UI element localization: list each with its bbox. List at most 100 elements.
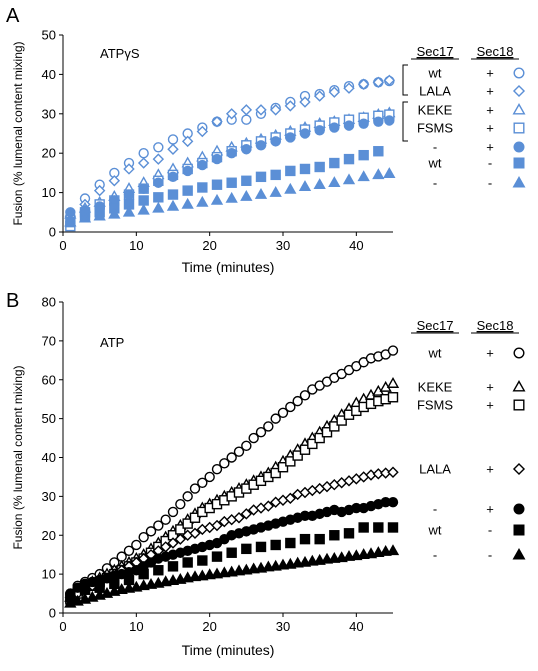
legend-bracket bbox=[402, 64, 408, 96]
data-point bbox=[93, 209, 106, 221]
data-point bbox=[108, 175, 121, 187]
y-tick-label: 50 bbox=[42, 411, 56, 426]
panel-label: A bbox=[6, 5, 20, 27]
x-tick-label: 20 bbox=[202, 238, 216, 253]
data-point bbox=[342, 173, 356, 185]
data-point bbox=[175, 498, 186, 510]
data-point bbox=[299, 128, 311, 139]
data-point bbox=[314, 432, 325, 444]
legend-sec17-value: - bbox=[433, 176, 437, 191]
y-tick-label: 0 bbox=[49, 225, 56, 240]
data-point bbox=[211, 463, 223, 475]
data-point bbox=[270, 539, 281, 551]
data-point bbox=[152, 201, 165, 213]
data-point bbox=[285, 456, 296, 467]
data-point bbox=[343, 528, 355, 539]
data-point bbox=[328, 176, 341, 188]
legend-sec18-value: + bbox=[486, 346, 494, 361]
data-point bbox=[153, 565, 164, 576]
data-point bbox=[241, 114, 252, 125]
data-point bbox=[122, 205, 136, 217]
data-point bbox=[248, 432, 259, 444]
legend-sec18-value: - bbox=[488, 523, 492, 538]
y-tick-label: 40 bbox=[42, 450, 56, 465]
data-point bbox=[189, 512, 201, 523]
legend-sec18-value: + bbox=[486, 121, 494, 136]
data-point bbox=[357, 170, 370, 182]
data-point bbox=[204, 471, 215, 483]
data-point bbox=[138, 531, 149, 543]
data-point bbox=[343, 153, 355, 165]
legend-sec17-value: LALA bbox=[419, 462, 451, 477]
data-point bbox=[241, 440, 252, 452]
legend-header-sec17: Sec17 bbox=[417, 318, 454, 333]
legend-sec17-value: KEKE bbox=[418, 103, 453, 118]
data-point bbox=[343, 120, 355, 131]
y-tick-label: 20 bbox=[42, 528, 56, 543]
data-point bbox=[299, 163, 311, 175]
data-point bbox=[240, 508, 253, 520]
data-point bbox=[284, 182, 297, 194]
y-tick-label: 80 bbox=[42, 295, 56, 310]
data-point bbox=[78, 211, 92, 223]
data-point bbox=[383, 167, 396, 178]
data-point bbox=[240, 104, 253, 116]
legend-marker bbox=[513, 67, 525, 79]
data-point bbox=[387, 392, 399, 403]
data-point bbox=[254, 187, 268, 199]
data-point bbox=[182, 518, 193, 529]
data-point bbox=[167, 134, 179, 145]
data-point bbox=[189, 483, 201, 494]
legend-header-sec18: Sec18 bbox=[477, 318, 514, 333]
data-point bbox=[358, 118, 369, 129]
data-point bbox=[298, 180, 312, 191]
data-point bbox=[233, 512, 245, 524]
condition-label: ATPγS bbox=[100, 46, 140, 61]
data-point bbox=[263, 421, 274, 432]
data-point bbox=[226, 147, 237, 159]
data-point bbox=[167, 143, 179, 155]
x-tick-label: 0 bbox=[59, 238, 66, 253]
data-point bbox=[137, 157, 150, 169]
data-point bbox=[329, 122, 340, 133]
data-point bbox=[262, 500, 275, 512]
data-point bbox=[386, 544, 400, 556]
legend-bracket bbox=[402, 101, 408, 142]
legend-marker bbox=[513, 141, 525, 153]
data-point bbox=[226, 547, 237, 558]
data-point bbox=[383, 74, 396, 87]
data-point bbox=[386, 377, 400, 388]
x-tick-label: 20 bbox=[202, 619, 216, 634]
data-point bbox=[299, 96, 311, 108]
data-point bbox=[314, 125, 325, 136]
data-point bbox=[225, 108, 238, 120]
chart-panel-B: B ATP 0 10 20 30 40 50 60 70 80 0 10 20 30 40 Time (minu… bbox=[6, 290, 526, 658]
data-point bbox=[329, 157, 340, 169]
data-point bbox=[255, 104, 267, 116]
data-point bbox=[373, 522, 384, 533]
legend-sec17-value: wt bbox=[428, 66, 442, 81]
series-6 bbox=[64, 544, 400, 608]
data-point bbox=[307, 438, 318, 450]
legend-marker bbox=[512, 548, 526, 560]
chart-panel-A: A ATPγS 0 10 20 30 40 50 0 10 20 30 40 Time (minutes)… bbox=[6, 5, 526, 275]
data-point bbox=[314, 533, 325, 545]
data-point bbox=[292, 395, 303, 407]
data-point bbox=[153, 192, 164, 203]
legend-sec18-value: - bbox=[488, 176, 492, 191]
legend-marker bbox=[512, 380, 526, 392]
data-point bbox=[373, 116, 384, 127]
data-point bbox=[285, 165, 296, 177]
y-axis-label: Fusion (% lumenal content mixing) bbox=[11, 41, 25, 225]
data-point bbox=[182, 185, 193, 196]
data-point bbox=[270, 467, 281, 479]
data-point bbox=[387, 497, 399, 508]
data-point bbox=[197, 555, 208, 566]
y-axis-label: Fusion (% lumenal content mixing) bbox=[11, 365, 25, 549]
data-point bbox=[270, 136, 281, 147]
legend-sec18-value: + bbox=[486, 398, 494, 413]
data-point bbox=[387, 522, 399, 533]
legend-marker bbox=[512, 462, 526, 476]
data-point bbox=[197, 182, 208, 193]
data-point bbox=[219, 458, 230, 469]
